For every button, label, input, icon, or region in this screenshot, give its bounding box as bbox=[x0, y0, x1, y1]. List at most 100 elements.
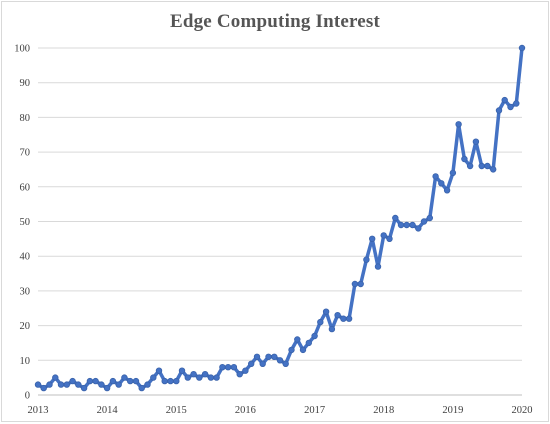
data-point bbox=[495, 107, 503, 114]
data-point bbox=[213, 374, 220, 381]
data-point bbox=[190, 371, 197, 378]
data-point bbox=[340, 315, 347, 322]
x-tick-label: 2016 bbox=[235, 405, 256, 416]
data-point bbox=[236, 371, 243, 378]
data-point bbox=[57, 381, 65, 388]
data-point bbox=[282, 360, 289, 367]
data-point bbox=[253, 353, 261, 360]
data-point bbox=[69, 377, 76, 385]
data-point bbox=[351, 280, 359, 288]
data-point bbox=[518, 44, 526, 52]
data-point bbox=[92, 377, 99, 385]
chart-title: Edge Computing Interest bbox=[169, 11, 381, 32]
y-tick-label: 20 bbox=[20, 321, 31, 332]
data-point bbox=[126, 377, 134, 385]
data-point bbox=[392, 214, 399, 222]
y-tick-label: 30 bbox=[20, 286, 31, 297]
data-point bbox=[426, 214, 433, 222]
data-point bbox=[363, 256, 370, 263]
x-tick-label: 2018 bbox=[373, 405, 394, 416]
data-point bbox=[80, 384, 88, 392]
data-point bbox=[132, 377, 140, 385]
data-point bbox=[507, 103, 514, 111]
data-point bbox=[75, 381, 82, 388]
y-tick-label: 10 bbox=[20, 356, 31, 367]
data-point bbox=[461, 155, 468, 163]
y-tick-label: 60 bbox=[20, 182, 31, 193]
data-point bbox=[144, 381, 151, 388]
data-point bbox=[138, 384, 145, 392]
series-layer bbox=[34, 44, 526, 392]
data-point bbox=[374, 263, 382, 270]
y-tick-label: 50 bbox=[20, 217, 31, 228]
y-tick-label: 100 bbox=[14, 44, 30, 55]
x-tick-label: 2015 bbox=[166, 405, 187, 416]
data-point bbox=[403, 221, 410, 229]
data-point bbox=[178, 367, 186, 374]
gridlines bbox=[38, 47, 522, 396]
data-point bbox=[98, 381, 105, 388]
data-point bbox=[173, 377, 180, 385]
data-point bbox=[167, 377, 174, 385]
data-point bbox=[490, 166, 497, 173]
x-tick-label: 2014 bbox=[97, 405, 119, 416]
data-point bbox=[276, 357, 284, 364]
data-point bbox=[432, 173, 439, 180]
x-tick-label: 2020 bbox=[512, 405, 533, 416]
data-point bbox=[443, 187, 451, 194]
data-point bbox=[484, 162, 491, 170]
data-point bbox=[161, 377, 168, 385]
y-tick-label: 70 bbox=[20, 148, 31, 159]
data-point bbox=[150, 374, 157, 381]
data-point bbox=[109, 377, 117, 385]
data-point bbox=[184, 374, 191, 381]
data-point bbox=[501, 96, 508, 104]
data-point bbox=[455, 121, 462, 128]
data-point bbox=[397, 221, 405, 229]
data-point bbox=[472, 138, 480, 145]
data-point bbox=[196, 374, 203, 381]
data-point bbox=[409, 221, 416, 229]
data-point bbox=[305, 339, 312, 347]
data-point bbox=[294, 336, 301, 343]
data-point bbox=[357, 280, 364, 288]
data-point bbox=[63, 381, 71, 388]
data-point bbox=[271, 353, 278, 360]
data-point bbox=[288, 346, 295, 354]
data-point bbox=[115, 381, 122, 388]
data-point bbox=[438, 180, 445, 187]
data-point bbox=[242, 367, 249, 374]
y-tick-label: 80 bbox=[20, 113, 31, 124]
data-point bbox=[317, 318, 324, 326]
data-point bbox=[299, 346, 307, 354]
data-point bbox=[155, 367, 163, 374]
data-point bbox=[103, 384, 111, 392]
x-axis-tick-labels: 2013 2014 2015 2016 2017 2018 2019 2020 bbox=[28, 405, 533, 416]
data-point bbox=[40, 384, 47, 392]
data-point bbox=[311, 332, 318, 340]
data-point bbox=[52, 374, 59, 381]
y-axis-tick-labels: 0 10 20 30 40 50 60 70 80 90 100 bbox=[14, 44, 30, 402]
data-point bbox=[207, 374, 215, 381]
x-tick-label: 2013 bbox=[28, 405, 49, 416]
data-point bbox=[328, 325, 336, 333]
data-point bbox=[201, 371, 209, 378]
data-point bbox=[380, 232, 387, 239]
data-point bbox=[369, 235, 376, 242]
data-point bbox=[345, 315, 353, 322]
data-point bbox=[322, 308, 330, 315]
data-point bbox=[513, 100, 520, 107]
x-tick-label: 2017 bbox=[304, 405, 325, 416]
data-point bbox=[449, 169, 457, 177]
data-point bbox=[224, 364, 232, 371]
data-point bbox=[219, 364, 226, 371]
y-tick-label: 0 bbox=[25, 391, 30, 402]
y-tick-label: 40 bbox=[20, 252, 31, 263]
data-point bbox=[121, 374, 128, 381]
data-point bbox=[46, 381, 53, 388]
data-point bbox=[415, 225, 422, 232]
data-point bbox=[386, 235, 393, 242]
data-point bbox=[334, 312, 341, 319]
